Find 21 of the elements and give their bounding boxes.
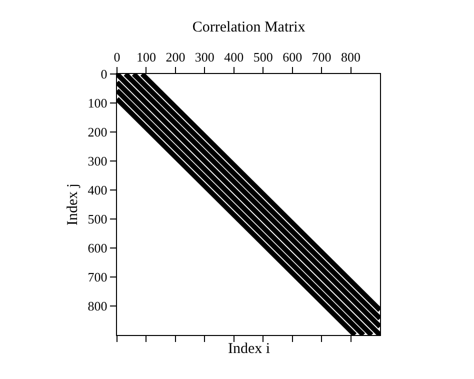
x-axis-title: Index i [228, 341, 270, 357]
x-tick-label: 600 [282, 50, 302, 65]
chart-title: Correlation Matrix [192, 19, 306, 36]
y-tick-label: 400 [88, 182, 108, 198]
y-tick-label: 800 [88, 298, 108, 314]
y-tick-label: 100 [88, 96, 108, 111]
y-tick-label: 200 [88, 124, 108, 140]
x-tick-label: 800 [341, 50, 361, 65]
x-tick-label: 400 [224, 50, 244, 65]
x-tick-label: 700 [312, 50, 332, 65]
x-tick-label: 100 [136, 50, 156, 65]
x-tick-label: 200 [166, 50, 186, 65]
x-tick-label: 500 [253, 50, 273, 65]
x-tick-label: 0 [114, 50, 120, 65]
x-tick-label: 300 [194, 50, 214, 65]
y-tick-label: 600 [88, 240, 108, 256]
y-tick-label: 700 [88, 270, 108, 285]
y-axis-title: Index j [65, 183, 82, 226]
y-tick-label: 300 [88, 154, 108, 169]
y-tick-label: 500 [88, 212, 108, 227]
y-tick-label: 0 [100, 66, 108, 82]
